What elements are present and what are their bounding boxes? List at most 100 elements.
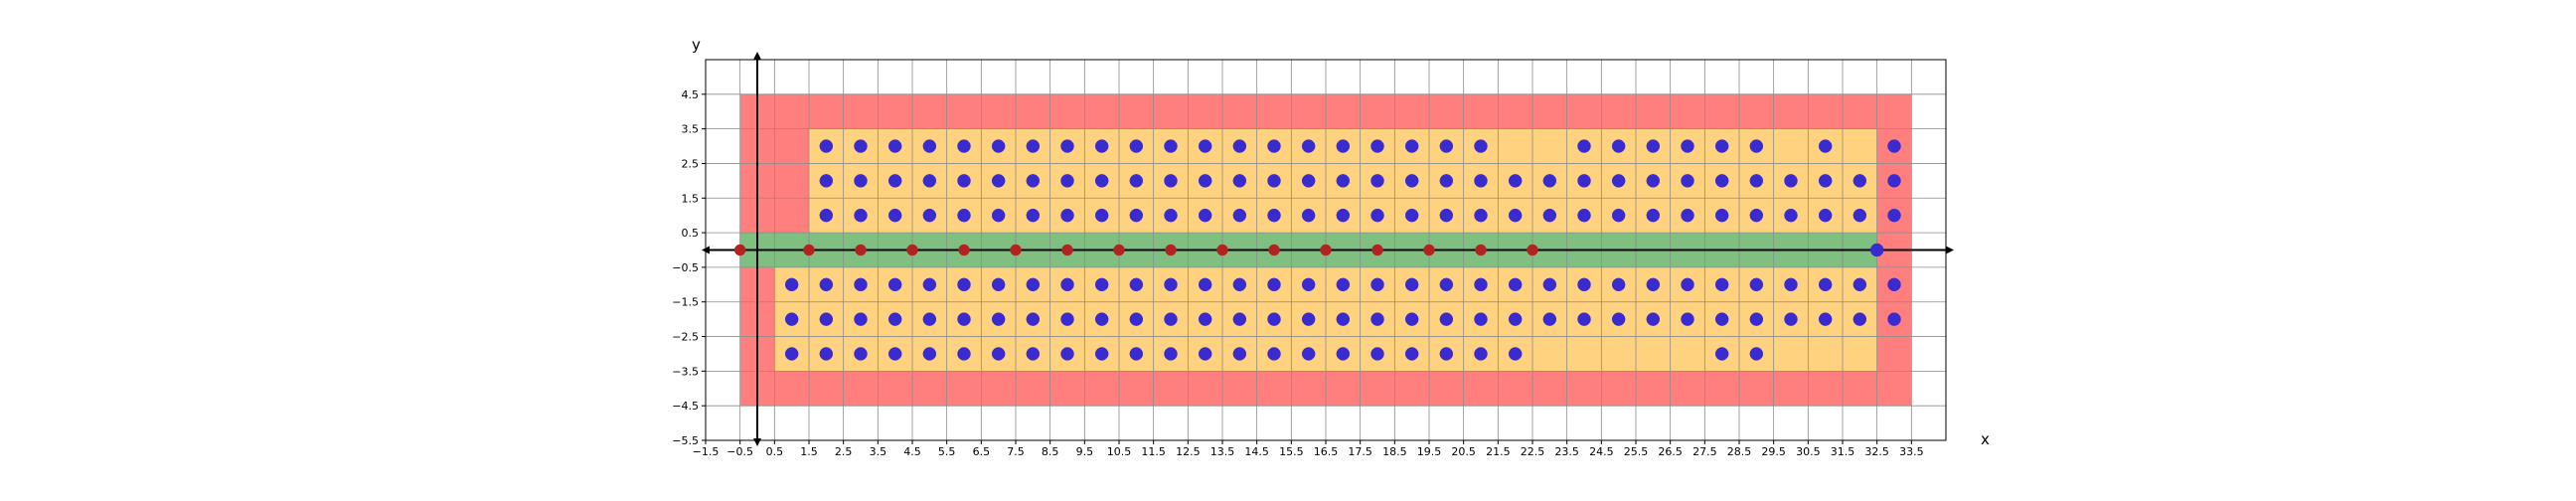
y-axis-label: y (692, 36, 701, 54)
point-blue (957, 347, 971, 361)
point-red (1423, 244, 1435, 256)
point-blue (1681, 139, 1694, 153)
point-blue (819, 139, 834, 153)
x-tick-label: 33.5 (1899, 445, 1924, 458)
point-blue (1060, 208, 1074, 223)
point-blue (887, 347, 902, 361)
point-red (958, 244, 970, 256)
x-tick-label: 14.5 (1244, 445, 1269, 458)
point-red (803, 244, 815, 256)
point-blue (1370, 312, 1384, 326)
point-blue (1474, 139, 1488, 153)
point-blue (819, 312, 834, 326)
point-blue (784, 277, 799, 292)
point-blue (1439, 347, 1454, 361)
point-blue (1714, 277, 1729, 292)
point-blue (1094, 312, 1109, 326)
point-blue (1508, 347, 1523, 361)
point-blue (1611, 312, 1626, 326)
point-blue (1852, 174, 1867, 188)
x-tick-label: 32.5 (1864, 445, 1889, 458)
point-blue (1887, 312, 1901, 326)
x-tick-label: −0.5 (726, 445, 753, 458)
point-blue (1611, 174, 1626, 188)
point-blue (1714, 347, 1729, 361)
point-blue (991, 208, 1006, 223)
point-blue (1094, 139, 1109, 153)
y-tick-label: −1.5 (672, 296, 699, 309)
point-red (1061, 244, 1073, 256)
point-blue (1749, 347, 1764, 361)
x-tick-labels: −1.5 −0.5 0.5 1.5 2.5 3.5 4.5 5.5 6.5 7.5 8.5 9.5 10… (693, 445, 1924, 458)
point-blue (887, 208, 902, 223)
point-blue (854, 347, 868, 361)
x-tick-label: 6.5 (973, 445, 991, 458)
point-blue (1542, 208, 1557, 223)
x-tick-label: 4.5 (903, 445, 921, 458)
point-blue (1611, 277, 1626, 292)
x-tick-label: 29.5 (1761, 445, 1786, 458)
point-blue (1474, 208, 1488, 223)
point-blue (1164, 208, 1178, 223)
x-tick-label: 30.5 (1796, 445, 1821, 458)
x-tick-label: 21.5 (1486, 445, 1511, 458)
point-blue (1439, 312, 1454, 326)
point-blue (1404, 312, 1419, 326)
point-blue (1508, 277, 1523, 292)
point-blue (1198, 312, 1212, 326)
point-blue (1198, 208, 1212, 223)
point-blue (1439, 139, 1454, 153)
x-tick-label: 27.5 (1692, 445, 1717, 458)
x-tick-label: 0.5 (766, 445, 784, 458)
point-blue (957, 208, 971, 223)
point-blue (1646, 277, 1661, 292)
x-tick-label: 17.5 (1348, 445, 1372, 458)
point-blue (1404, 139, 1419, 153)
point-blue (922, 139, 937, 153)
point-blue (1060, 347, 1074, 361)
x-tick-label: 25.5 (1624, 445, 1649, 458)
point-blue (1474, 277, 1488, 292)
x-tick-label: 13.5 (1210, 445, 1235, 458)
point-blue (1198, 347, 1212, 361)
x-tick-label: 12.5 (1176, 445, 1201, 458)
point-red (1216, 244, 1228, 256)
point-blue (819, 174, 834, 188)
y-tick-label: 2.5 (682, 157, 700, 170)
point-blue (1577, 312, 1591, 326)
point-blue (1749, 312, 1764, 326)
point-blue (1267, 347, 1281, 361)
point-blue (1094, 174, 1109, 188)
point-blue (1887, 174, 1901, 188)
point-blue (957, 139, 971, 153)
point-blue (1026, 312, 1041, 326)
x-tick-label: 28.5 (1727, 445, 1752, 458)
point-blue (1336, 174, 1351, 188)
point-blue (1508, 174, 1523, 188)
point-blue (1887, 208, 1901, 223)
point-blue (1232, 208, 1247, 223)
point-blue (854, 312, 868, 326)
x-tick-label: 10.5 (1107, 445, 1132, 458)
point-blue (1749, 208, 1764, 223)
point-blue (1404, 208, 1419, 223)
point-blue (784, 312, 799, 326)
point-blue (1129, 139, 1144, 153)
x-tick-label: 26.5 (1658, 445, 1683, 458)
x-tick-label: 9.5 (1076, 445, 1094, 458)
point-blue (1611, 208, 1626, 223)
point-red (1010, 244, 1022, 256)
point-blue (922, 277, 937, 292)
point-blue (1818, 312, 1833, 326)
point-blue (819, 208, 834, 223)
point-red (1371, 244, 1383, 256)
point-blue (1439, 277, 1454, 292)
y-tick-label: −5.5 (672, 434, 699, 447)
point-blue (922, 312, 937, 326)
point-blue (1232, 139, 1247, 153)
point-blue (1267, 312, 1281, 326)
point-blue (1818, 174, 1833, 188)
point-blue (1301, 139, 1316, 153)
point-blue (1198, 139, 1212, 153)
point-blue (1577, 139, 1591, 153)
